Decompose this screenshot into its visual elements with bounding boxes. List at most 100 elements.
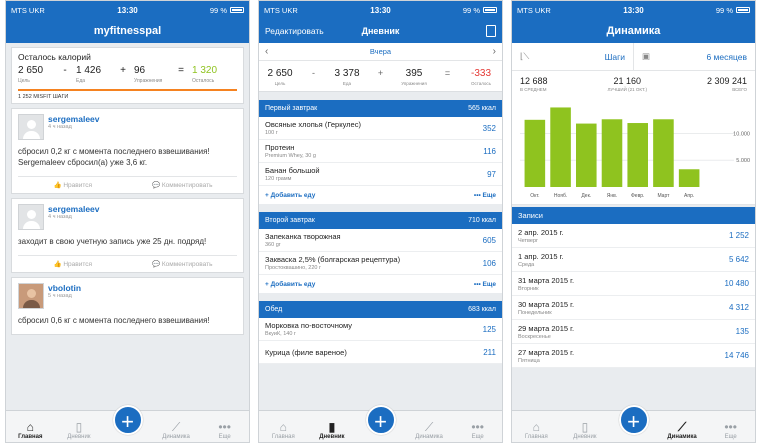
tab-diary[interactable]: ▯ Дневник [55, 411, 104, 442]
tab-label: Главная [18, 434, 43, 440]
entry-day: Понедельник [518, 309, 552, 316]
entries-header: Записи [512, 207, 755, 224]
food-value: 3 378 [334, 68, 360, 79]
food-row[interactable]: Курица (филе вареное) 211 [259, 341, 502, 364]
news-post[interactable]: sergemaleev 4 ч назад заходит в свою учет… [11, 198, 244, 273]
comment-button[interactable]: 💬 Комментировать [151, 182, 213, 189]
post-username[interactable]: sergemaleev [48, 114, 100, 124]
like-label: Нравится [63, 182, 93, 189]
entry-day: Пятница [518, 357, 540, 364]
like-button[interactable]: 👍 Нравится [53, 261, 93, 268]
food-kcal: 211 [483, 347, 496, 357]
meal-header: Первый завтрак 565 ккал [259, 100, 502, 117]
more-button[interactable]: ••• Еще [473, 280, 496, 288]
like-button[interactable]: 👍 Нравится [53, 182, 93, 189]
food-row[interactable]: Морковка по-восточному ВкуиК, 140 г 125 [259, 318, 502, 341]
exercise-label: Упражнения [134, 78, 163, 84]
home-icon: ⌂ [279, 420, 287, 434]
bar[interactable] [678, 169, 700, 187]
chevron-right-icon[interactable]: › [492, 46, 496, 57]
goal-value: 2 650 [18, 65, 44, 76]
post-username[interactable]: vbolotin [48, 283, 82, 293]
tab-dynamics[interactable]: ⟋ Динамика [658, 411, 707, 442]
food-row[interactable]: Закваска 2,5% (болгарская рецептура) Прос… [259, 252, 502, 275]
date-label[interactable]: Вчера [369, 47, 392, 56]
bar[interactable] [576, 123, 597, 187]
entry-value: 5 642 [728, 255, 749, 264]
food-kcal: 605 [482, 235, 496, 245]
avatar[interactable] [18, 114, 44, 140]
entry-row[interactable]: 1 апр. 2015 г. Среда 5 642 [512, 248, 755, 272]
food-desc: 360 gr [265, 242, 281, 248]
entry-date: 27 марта 2015 г. [518, 347, 575, 357]
steps-bar-chart: 5.000 10.000 Окт. Нояб. Дек. Янв. Февр. Март Апр… [520, 107, 750, 199]
meal-kcal: 683 ккал [468, 306, 496, 313]
entries-title: Записи [518, 211, 543, 220]
metric-selector[interactable]: ⌊⟍ Шаги [512, 43, 634, 70]
food-row[interactable]: Протеин Premium Whey, 30 g 116 [259, 140, 502, 163]
tab-label: Дневник [67, 434, 91, 440]
food-desc: Простоквашино, 220 г [265, 265, 322, 271]
tab-diary[interactable]: ▮ Дневник [308, 411, 357, 442]
post-username[interactable]: sergemaleev [48, 204, 100, 214]
add-button[interactable]: + [112, 405, 143, 435]
entry-row[interactable]: 30 марта 2015 г. Понедельник 4 312 [512, 296, 755, 320]
goal-label: Цель [18, 78, 30, 84]
add-button[interactable]: + [618, 405, 649, 435]
more-button[interactable]: ••• Еще [473, 191, 496, 199]
x-tick-label: Март [657, 193, 670, 199]
add-button[interactable]: + [365, 405, 396, 435]
bar[interactable] [653, 119, 674, 187]
tab-label: Динамика [667, 434, 697, 440]
calories-card[interactable]: Осталось калорий 2 650 Цель - 1 426 Еда + … [11, 47, 244, 104]
entry-row[interactable]: 27 марта 2015 г. Пятница 14 746 [512, 344, 755, 368]
tab-diary[interactable]: ▯ Дневник [561, 411, 610, 442]
bar[interactable] [627, 123, 648, 187]
nav-bar: myfitnesspal [6, 19, 249, 43]
bar[interactable] [550, 107, 571, 187]
clock: 13:30 [117, 5, 138, 15]
avg-value: 12 688 [520, 76, 548, 86]
diary-book-icon[interactable] [486, 25, 496, 37]
tab-home[interactable]: ⌂ Главная [6, 411, 55, 442]
avg-label: В СРЕДНЕМ [520, 87, 547, 92]
phone-home: MTS UKR 13:30 99 % myfitnesspal Осталось… [5, 0, 250, 443]
news-post[interactable]: sergemaleev 4 ч назад сбросил 0,2 кг с мо… [11, 108, 244, 194]
entry-row[interactable]: 31 марта 2015 г. Вторник 10 480 [512, 272, 755, 296]
add-food-button[interactable]: + Добавить еду [265, 280, 316, 288]
tab-dynamics[interactable]: ⟋ Динамика [405, 411, 454, 442]
tab-dynamics[interactable]: ⟋ Динамика [152, 411, 201, 442]
tab-more[interactable]: ••• Еще [453, 411, 502, 442]
y-tick-label: 5.000 [736, 158, 750, 164]
edit-button[interactable]: Редактировать [265, 26, 324, 36]
period-selector[interactable]: ▣ 6 месяцев [634, 43, 755, 70]
tab-label: Дневник [319, 434, 345, 440]
avatar[interactable] [18, 283, 44, 309]
food-row[interactable]: Банан большой 120 грамм 97 [259, 163, 502, 186]
chevron-left-icon[interactable]: ‹ [265, 46, 269, 57]
bar[interactable] [524, 119, 546, 187]
food-row[interactable]: Овсяные хлопья (Геркулес) 100 г 352 [259, 117, 502, 140]
tab-home[interactable]: ⌂ Главная [259, 411, 308, 442]
news-post[interactable]: vbolotin 5 ч назад сбросил 0,6 кг с момен… [11, 277, 244, 335]
entry-row[interactable]: 2 апр. 2015 г. Четверг 1 252 [512, 224, 755, 248]
metric-label: Шаги [604, 51, 625, 62]
comment-button[interactable]: 💬 Комментировать [151, 261, 213, 268]
entry-row[interactable]: 29 марта 2015 г. Воскресенье 135 [512, 320, 755, 344]
post-time: 4 ч назад [48, 124, 72, 130]
y-tick-label: 10.000 [733, 131, 750, 137]
comment-label: Комментировать [161, 182, 213, 189]
food-name: Банан большой [265, 166, 320, 175]
food-row[interactable]: Запеканка творожная 360 gr 605 [259, 229, 502, 252]
bar[interactable] [601, 119, 623, 187]
meal-kcal: 565 ккал [468, 105, 496, 112]
tab-more[interactable]: ••• Еще [200, 411, 249, 442]
food-kcal: 106 [482, 258, 496, 268]
avatar[interactable] [18, 204, 44, 230]
tab-home[interactable]: ⌂ Главная [512, 411, 561, 442]
add-food-button[interactable]: + Добавить еду [265, 191, 316, 199]
food-name: Овсяные хлопья (Геркулес) [265, 120, 361, 129]
x-tick-label: Янв. [607, 193, 617, 199]
tab-more[interactable]: ••• Еще [706, 411, 755, 442]
entry-date: 31 марта 2015 г. [518, 275, 575, 285]
